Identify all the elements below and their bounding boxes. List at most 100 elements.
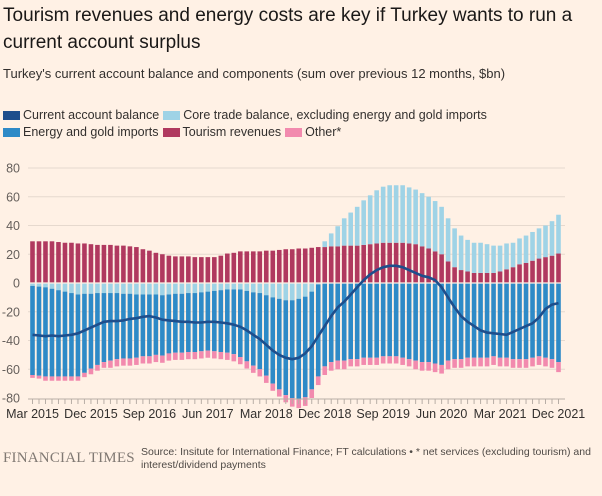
- bar-core-trade-balance-excluding-energy-and-gold-imports: [36, 283, 42, 287]
- bar-other: [393, 356, 399, 364]
- bar-other: [556, 362, 561, 373]
- bar-tourism-revenues: [530, 260, 535, 283]
- bar-energy-and-gold-imports: [95, 293, 100, 365]
- bar-energy-and-gold-imports: [218, 290, 224, 352]
- bar-core-trade-balance-excluding-energy-and-gold-imports: [322, 241, 328, 248]
- x-tick-label: Mar 2015: [6, 407, 59, 421]
- bar-other: [205, 350, 211, 358]
- bar-energy-and-gold-imports: [380, 283, 386, 357]
- bar-other: [127, 358, 133, 366]
- legend-label: Tourism revenues: [182, 125, 282, 139]
- bar-energy-and-gold-imports: [315, 284, 321, 377]
- y-tick-label: -60: [2, 363, 20, 377]
- bar-tourism-revenues: [43, 241, 48, 283]
- bar-tourism-revenues: [238, 251, 243, 283]
- bar-energy-and-gold-imports: [543, 283, 548, 358]
- bar-other: [36, 375, 42, 379]
- bar-tourism-revenues: [367, 244, 373, 283]
- x-tick-label: Jun 2017: [182, 407, 233, 421]
- bar-core-trade-balance-excluding-energy-and-gold-imports: [225, 283, 230, 290]
- bar-energy-and-gold-imports: [497, 283, 503, 358]
- bar-core-trade-balance-excluding-energy-and-gold-imports: [484, 244, 490, 273]
- bar-tourism-revenues: [484, 272, 490, 283]
- bar-core-trade-balance-excluding-energy-and-gold-imports: [504, 243, 509, 270]
- bar-energy-and-gold-imports: [160, 295, 165, 356]
- bar-core-trade-balance-excluding-energy-and-gold-imports: [302, 283, 308, 297]
- bar-core-trade-balance-excluding-energy-and-gold-imports: [173, 283, 178, 294]
- bar-other: [88, 368, 94, 375]
- bar-other: [348, 359, 353, 367]
- bar-energy-and-gold-imports: [367, 283, 373, 358]
- bar-tourism-revenues: [270, 250, 276, 283]
- bar-tourism-revenues: [199, 257, 204, 283]
- bar-core-trade-balance-excluding-energy-and-gold-imports: [101, 283, 107, 294]
- bar-other: [322, 366, 328, 375]
- bar-tourism-revenues: [75, 243, 81, 283]
- bar-energy-and-gold-imports: [49, 288, 55, 377]
- bar-tourism-revenues: [212, 257, 217, 283]
- bar-core-trade-balance-excluding-energy-and-gold-imports: [309, 283, 315, 292]
- bar-tourism-revenues: [458, 270, 464, 283]
- x-tick-label: Sep 2019: [356, 407, 410, 421]
- bar-core-trade-balance-excluding-energy-and-gold-imports: [82, 283, 87, 294]
- legend-item-tourism: Tourism revenues: [162, 124, 282, 141]
- bar-core-trade-balance-excluding-energy-and-gold-imports: [88, 283, 94, 294]
- bar-tourism-revenues: [69, 242, 74, 283]
- bar-tourism-revenues: [225, 253, 230, 283]
- bar-other: [166, 353, 172, 361]
- bar-tourism-revenues: [517, 264, 522, 283]
- bar-core-trade-balance-excluding-energy-and-gold-imports: [289, 283, 295, 301]
- bar-other: [465, 357, 470, 367]
- bar-core-trade-balance-excluding-energy-and-gold-imports: [140, 283, 146, 295]
- legend-swatch-core-trade: [163, 111, 181, 120]
- bar-tourism-revenues: [134, 247, 139, 283]
- bar-energy-and-gold-imports: [127, 293, 133, 359]
- bar-tourism-revenues: [186, 256, 191, 283]
- bar-energy-and-gold-imports: [147, 294, 152, 357]
- bar-core-trade-balance-excluding-energy-and-gold-imports: [160, 283, 165, 296]
- bar-other: [419, 362, 425, 371]
- bar-tourism-revenues: [82, 243, 87, 283]
- bar-energy-and-gold-imports: [445, 283, 451, 361]
- bar-other: [95, 364, 100, 371]
- bar-core-trade-balance-excluding-energy-and-gold-imports: [75, 283, 81, 295]
- bar-energy-and-gold-imports: [225, 289, 230, 353]
- bar-tourism-revenues: [491, 272, 496, 283]
- bar-energy-and-gold-imports: [75, 294, 81, 377]
- bar-core-trade-balance-excluding-energy-and-gold-imports: [426, 196, 431, 249]
- bar-other: [523, 359, 529, 368]
- bar-tourism-revenues: [302, 248, 308, 283]
- bar-tourism-revenues: [257, 251, 263, 283]
- bar-tourism-revenues: [62, 242, 68, 283]
- bar-tourism-revenues: [400, 242, 405, 283]
- bar-core-trade-balance-excluding-energy-and-gold-imports: [328, 233, 334, 247]
- bar-core-trade-balance-excluding-energy-and-gold-imports: [244, 283, 250, 291]
- bar-energy-and-gold-imports: [231, 289, 237, 355]
- bar-core-trade-balance-excluding-energy-and-gold-imports: [432, 201, 438, 252]
- bar-energy-and-gold-imports: [432, 283, 438, 364]
- bar-core-trade-balance-excluding-energy-and-gold-imports: [530, 231, 535, 261]
- bar-energy-and-gold-imports: [517, 283, 522, 360]
- bar-other: [238, 357, 243, 365]
- bar-other: [543, 357, 548, 367]
- legend-label: Other*: [305, 125, 342, 139]
- current-account-line: [32, 264, 559, 361]
- bar-core-trade-balance-excluding-energy-and-gold-imports: [30, 283, 35, 286]
- bar-energy-and-gold-imports: [62, 291, 68, 377]
- bar-other: [484, 357, 490, 367]
- bar-other: [263, 375, 269, 383]
- x-tick-label: Mar 2018: [240, 407, 293, 421]
- bar-tourism-revenues: [452, 267, 457, 283]
- bar-other: [160, 355, 165, 363]
- bar-core-trade-balance-excluding-energy-and-gold-imports: [497, 245, 503, 272]
- y-tick-label: 20: [6, 248, 20, 262]
- bar-tourism-revenues: [114, 245, 120, 283]
- bar-tourism-revenues: [341, 245, 347, 283]
- y-tick-label: 60: [6, 190, 20, 204]
- bar-tourism-revenues: [250, 251, 256, 283]
- bar-tourism-revenues: [166, 255, 172, 283]
- bar-energy-and-gold-imports: [82, 293, 87, 373]
- bar-energy-and-gold-imports: [153, 294, 159, 355]
- bar-tourism-revenues: [328, 246, 334, 283]
- bar-core-trade-balance-excluding-energy-and-gold-imports: [231, 283, 237, 290]
